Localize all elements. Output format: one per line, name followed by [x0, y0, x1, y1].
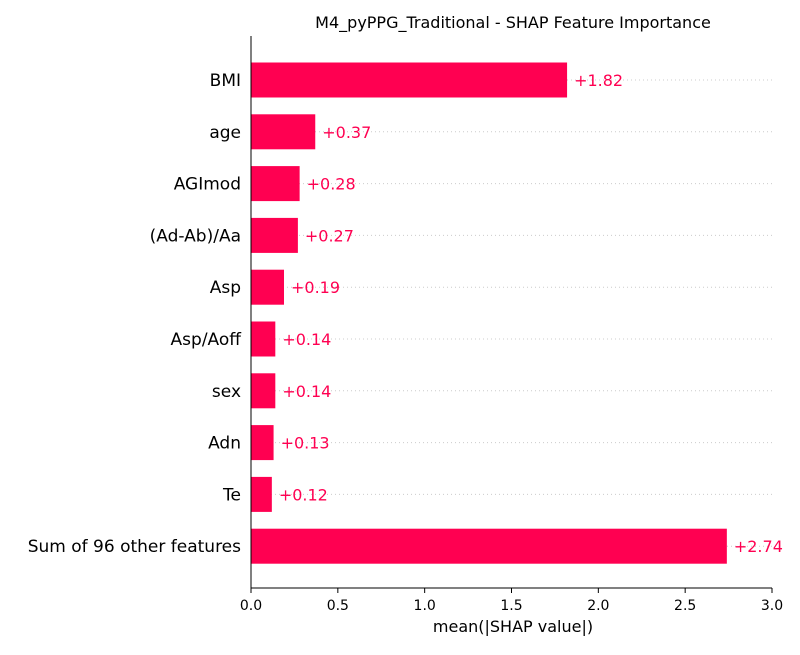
grid-layer	[251, 79, 772, 547]
y-tick-label: Asp	[210, 278, 241, 298]
bar-value-label: +0.13	[281, 434, 330, 453]
y-tick-label: AGImod	[174, 175, 241, 195]
x-tick-label: 2.0	[587, 598, 609, 614]
bar	[251, 166, 300, 202]
y-tick-label: Asp/Aoff	[171, 330, 243, 350]
bar-value-label: +0.14	[282, 330, 331, 349]
y-tick-label: age	[209, 123, 241, 143]
bar	[251, 114, 316, 150]
x-axis-label: mean(|SHAP value|)	[433, 617, 593, 636]
x-tick-label: 1.0	[414, 598, 436, 614]
y-tick-label: sex	[212, 382, 241, 402]
bar-value-label: +0.37	[322, 123, 371, 142]
bar-value-label: +0.19	[291, 278, 340, 297]
bar-value-label: +0.27	[305, 226, 354, 245]
y-tick-label: Te	[222, 485, 241, 505]
bar	[251, 373, 276, 409]
y-tick-label: Sum of 96 other features	[28, 537, 241, 557]
bar	[251, 476, 272, 512]
bar-value-label: +0.28	[307, 175, 356, 194]
chart-title: M4_pyPPG_Traditional - SHAP Feature Impo…	[315, 13, 711, 33]
bar-value-label: +0.14	[282, 382, 331, 401]
bar	[251, 269, 284, 305]
bar-layer	[251, 62, 727, 564]
bar-value-label: +1.82	[574, 71, 623, 90]
bar	[251, 528, 727, 564]
x-tick-label: 2.5	[674, 598, 696, 614]
bar	[251, 217, 298, 253]
x-tick-label: 0.5	[327, 598, 349, 614]
y-tick-label: BMI	[210, 71, 241, 91]
x-tick-label: 0.0	[240, 598, 262, 614]
x-tick-label: 1.5	[500, 598, 522, 614]
bar	[251, 62, 568, 98]
y-tick-label: Adn	[208, 434, 241, 454]
x-tick-label: 3.0	[761, 598, 783, 614]
bar-value-label: +2.74	[734, 537, 783, 556]
bar-value-label: +0.12	[279, 485, 328, 504]
bar	[251, 425, 274, 461]
label-layer: +1.82 BMI +0.37 age +0.28 AGImod +0.27 (Ad-Ab)/…	[28, 71, 783, 557]
x-tick-layer: 0.0 0.5 1.0 1.5 2.0 2.5 3.0	[240, 588, 783, 614]
bar	[251, 321, 276, 357]
y-tick-label: (Ad-Ab)/Aa	[150, 226, 241, 246]
